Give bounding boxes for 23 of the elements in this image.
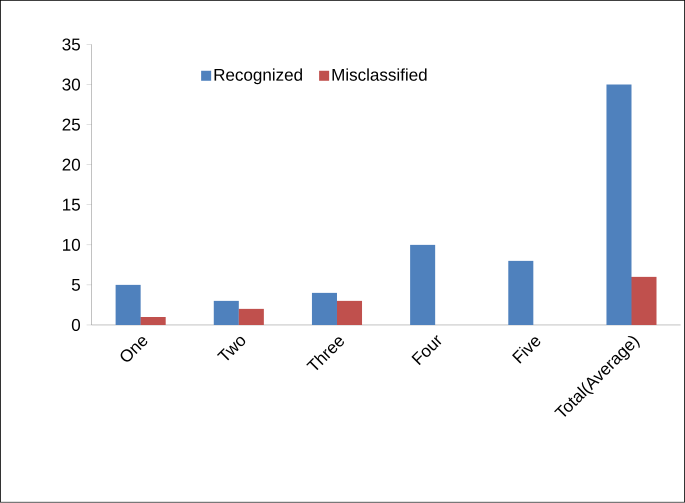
bar xyxy=(606,84,632,326)
y-tick-label: 5 xyxy=(72,279,80,291)
x-tick-label: Two xyxy=(217,337,246,360)
y-tick-label: 20 xyxy=(62,158,80,171)
y-tick-label: 0 xyxy=(72,319,80,332)
y-tick-label: 35 xyxy=(62,38,80,51)
bar xyxy=(140,317,166,326)
bar xyxy=(336,301,362,326)
bar xyxy=(410,244,436,326)
y-tick-label: 15 xyxy=(63,198,80,211)
x-tick-label: Five xyxy=(512,338,540,364)
legend-label: Misclassified xyxy=(332,68,427,81)
bar xyxy=(238,309,264,326)
bar xyxy=(632,277,657,326)
bar xyxy=(508,261,534,326)
bar xyxy=(312,293,337,326)
bar xyxy=(214,301,239,326)
y-tick-label: 30 xyxy=(62,78,80,91)
x-tick-label: One xyxy=(120,337,148,362)
y-tick-label: 25 xyxy=(62,118,80,131)
bar xyxy=(116,285,141,326)
legend-label: Recognized xyxy=(214,68,302,84)
y-tick-label: 10 xyxy=(63,238,80,252)
